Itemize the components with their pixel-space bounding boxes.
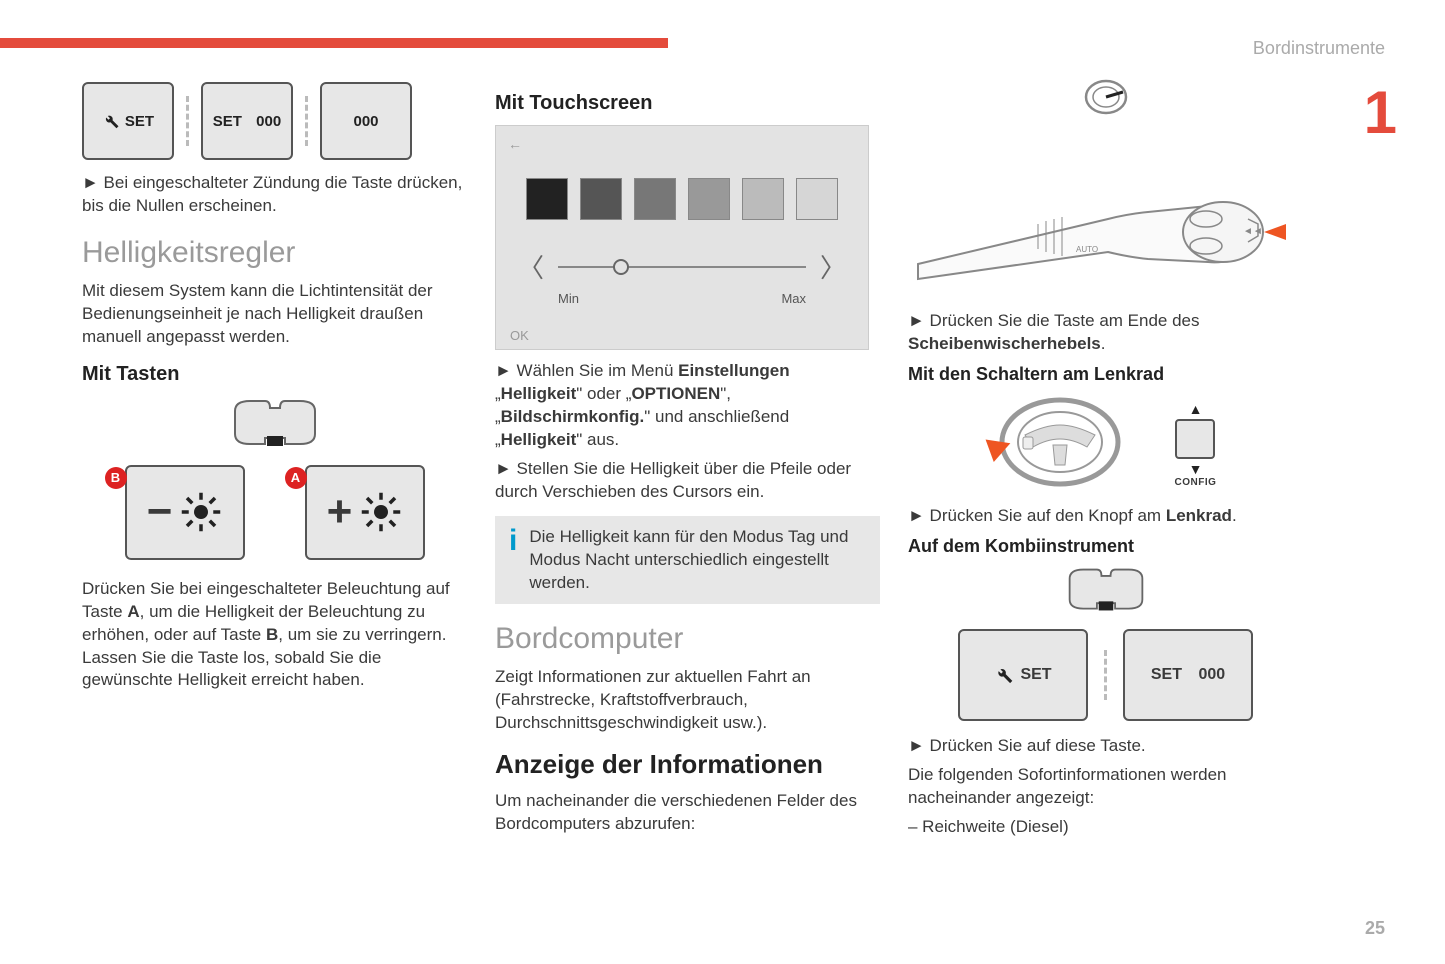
swatch-6 <box>796 178 838 220</box>
steering-wheel-small-icon <box>1083 78 1129 116</box>
kombi-set-label-2a: SET <box>1151 666 1182 684</box>
column-2: Mit Touchscreen ← 〈 〉 Min Max <box>495 78 880 845</box>
lenkrad-text: ► Drücken Sie auf den Knopf am Lenkrad. <box>908 505 1303 528</box>
heading-touchscreen: Mit Touchscreen <box>495 92 880 115</box>
heading-helligkeit: Helligkeitsregler <box>82 236 467 270</box>
info-text: Die Helligkeit kann für den Modus Tag un… <box>529 526 866 595</box>
red-arrow-icon <box>989 435 1011 459</box>
accent-bar <box>0 38 668 48</box>
page-number: 25 <box>1365 918 1385 939</box>
heading-anzeige: Anzeige der Informationen <box>495 749 880 780</box>
chevron-left-icon: 〈 <box>518 248 544 285</box>
info-icon: i <box>509 526 517 595</box>
heading-bordcomputer: Bordcomputer <box>495 622 880 656</box>
separator <box>305 96 308 146</box>
kombi-set-button-2: SET 000 <box>1123 629 1253 721</box>
instrument-cluster-icon <box>215 396 335 451</box>
separator <box>186 96 189 146</box>
badge-b: B <box>105 467 127 489</box>
swatch-5 <box>742 178 784 220</box>
column-1: SET SET 000 000 ► Bei eingeschalteter Zü… <box>82 78 467 845</box>
config-label: CONFIG <box>1175 477 1217 488</box>
slider-track <box>558 266 806 268</box>
brightness-slider: 〈 〉 <box>508 248 856 285</box>
set-button-2: SET 000 <box>201 82 293 160</box>
brightness-plus-button: + <box>305 465 425 560</box>
chevron-right-icon: 〉 <box>820 248 846 285</box>
set-button-3-label: 000 <box>353 113 378 130</box>
chapter-number: 1 <box>1364 78 1397 147</box>
wiper-stalk-diagram: ◄◄ AUTO <box>908 124 1288 289</box>
reichweite-text: – Reichweite (Diesel) <box>908 816 1303 839</box>
column-3: ◄◄ AUTO ► Drücken Sie die Taste am Ende … <box>908 78 1303 845</box>
wischer-text: ► Drücken Sie die Taste am Ende des Sche… <box>908 310 1303 356</box>
sub-lenkrad: Mit den Schaltern am Lenkrad <box>908 364 1303 385</box>
sun-icon <box>180 491 222 533</box>
sun-icon <box>360 491 402 533</box>
slider-min-label: Min <box>558 291 579 306</box>
badge-a: A <box>285 467 307 489</box>
config-button <box>1175 419 1215 459</box>
wrench-icon <box>102 112 120 130</box>
menu-instruction-2: ► Stellen Sie die Helligkeit über die Pf… <box>495 458 880 504</box>
info-box: i Die Helligkeit kann für den Modus Tag … <box>495 516 880 605</box>
arrow-down-icon: ▼ <box>1175 461 1217 477</box>
kombi-button-row: SET SET 000 <box>908 629 1303 721</box>
helligkeit-desc: Mit diesem System kann die Lichtintensit… <box>82 280 467 349</box>
kombi-set-button-1: SET <box>958 629 1088 721</box>
back-icon: ← <box>508 136 856 152</box>
svg-text:◄◄: ◄◄ <box>1243 226 1263 237</box>
svg-text:AUTO: AUTO <box>1076 245 1098 254</box>
heading-mit-tasten: Mit Tasten <box>82 363 467 386</box>
set-button-2-label-a: SET <box>213 113 242 130</box>
set-button-1: SET <box>82 82 174 160</box>
steering-wheel-icon <box>995 395 1125 490</box>
kombi-set-label-1: SET <box>1020 666 1051 684</box>
menu-instruction-1: ► Wählen Sie im Menü Einstellungen „Hell… <box>495 360 880 452</box>
sub-kombi: Auf dem Kombiinstrument <box>908 536 1303 557</box>
swatch-3 <box>634 178 676 220</box>
steering-row: ▲ ▼ CONFIG <box>908 395 1303 495</box>
taste-text: ► Drücken Sie auf diese Taste. <box>908 735 1303 758</box>
instrument-cluster-icon <box>1051 565 1161 615</box>
set-button-2-label-b: 000 <box>256 113 281 130</box>
set-button-3: 000 <box>320 82 412 160</box>
brightness-minus-button: − <box>125 465 245 560</box>
kombi-set-label-2b: 000 <box>1198 666 1225 684</box>
arrow-up-icon: ▲ <box>1175 401 1217 417</box>
touchscreen-mockup: ← 〈 〉 Min Max OK <box>495 125 869 350</box>
swatch-2 <box>580 178 622 220</box>
sofort-text: Die folgenden Sofortinformationen werden… <box>908 764 1303 810</box>
anzeige-desc: Um nacheinander die verschiedenen Felder… <box>495 790 880 836</box>
slider-max-label: Max <box>781 291 806 306</box>
set-button-1-label: SET <box>125 113 154 130</box>
wrench-icon <box>994 665 1014 685</box>
tasten-desc: Drücken Sie bei eingeschalteter Beleucht… <box>82 578 467 693</box>
bordcomputer-desc: Zeigt Informationen zur aktuellen Fahrt … <box>495 666 880 735</box>
color-swatches <box>508 178 856 220</box>
ignition-text: ► Bei eingeschalteter Zündung die Taste … <box>82 172 467 218</box>
brightness-buttons: B − A + <box>82 465 467 560</box>
slider-thumb <box>613 259 629 275</box>
ok-label: OK <box>510 328 529 343</box>
swatch-4 <box>688 178 730 220</box>
swatch-1 <box>526 178 568 220</box>
set-button-row: SET SET 000 000 <box>82 82 467 160</box>
config-button-group: ▲ ▼ CONFIG <box>1175 401 1217 488</box>
separator <box>1104 650 1107 700</box>
section-header: Bordinstrumente <box>1253 38 1385 59</box>
